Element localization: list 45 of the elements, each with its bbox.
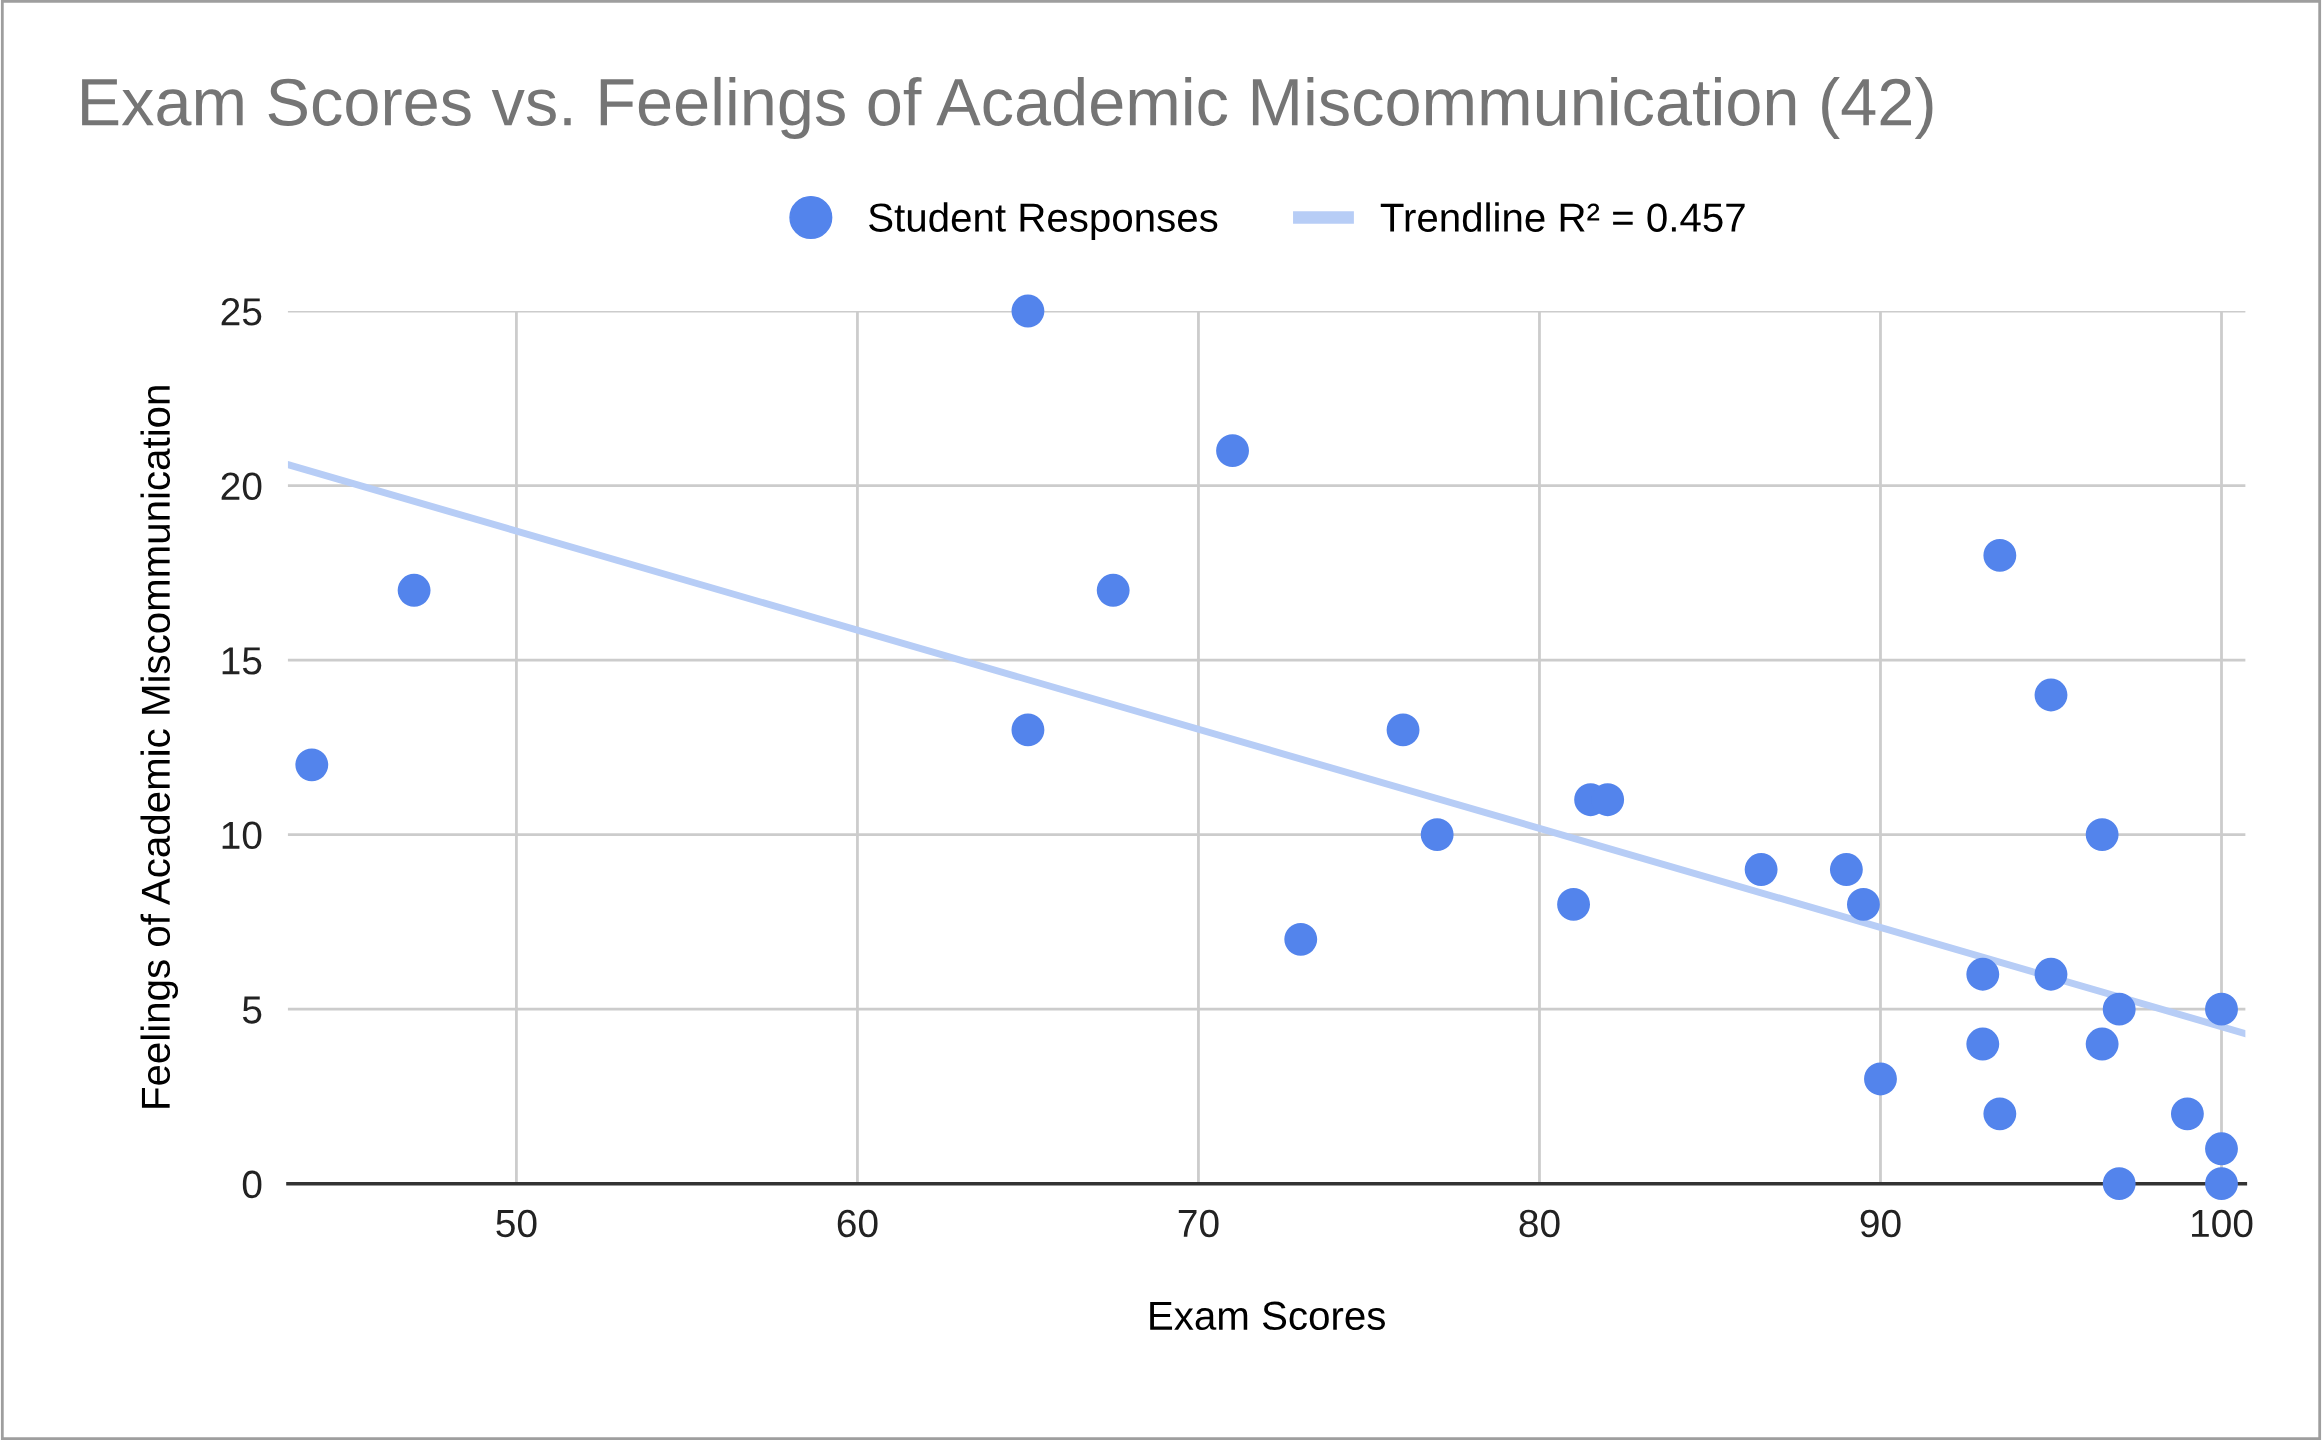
point	[2205, 1132, 2238, 1166]
point	[2085, 1027, 2119, 1061]
point	[1966, 1027, 2000, 1061]
y-tick-label: 15	[222, 647, 262, 675]
x-tick-label: 100	[2192, 1209, 2253, 1238]
point	[1983, 538, 2017, 572]
point	[1864, 1062, 1897, 1096]
legend-label: Trendline R² = 0.457	[1380, 202, 1745, 232]
y-axis-title: Feelings of Academic Miscommunication	[140, 386, 179, 1108]
x-tick-label: 90	[1860, 1209, 1901, 1238]
point	[1744, 853, 1778, 886]
point	[2102, 992, 2136, 1026]
point	[1829, 853, 1863, 886]
y-tick-label: 20	[221, 472, 262, 501]
point	[1966, 957, 2000, 991]
point	[1011, 294, 1045, 328]
y-tick-label: 0	[242, 1170, 262, 1199]
point	[2034, 957, 2068, 991]
y-tick-label: 25	[221, 297, 262, 326]
y-tick-label: 10	[222, 821, 262, 850]
point	[1011, 713, 1045, 747]
point	[295, 748, 329, 782]
point	[1284, 922, 1318, 956]
x-tick-label: 80	[1519, 1209, 1560, 1238]
point	[1557, 888, 1590, 921]
x-tick-label: 50	[496, 1209, 537, 1238]
point	[2085, 818, 2119, 852]
point	[1983, 1097, 2017, 1131]
point	[2170, 1097, 2204, 1131]
point	[1216, 434, 1249, 468]
point	[2205, 1167, 2238, 1201]
y-tick-label: 5	[242, 996, 262, 1024]
point	[2102, 1167, 2136, 1201]
point	[1420, 818, 1454, 852]
point	[2034, 678, 2068, 712]
point	[1386, 713, 1420, 747]
x-tick-label: 60	[837, 1209, 878, 1238]
x-axis-title: Exam Scores	[1150, 1301, 1385, 1331]
point	[1096, 573, 1130, 607]
legend-label: Student Responses	[869, 202, 1218, 240]
x-tick-label: 70	[1178, 1209, 1219, 1238]
point	[397, 573, 431, 607]
chart-title: Exam Scores vs. Feelings of Academic Miscommunication (42)	[82, 76, 1933, 140]
point	[1847, 888, 1880, 921]
point	[2205, 992, 2238, 1026]
